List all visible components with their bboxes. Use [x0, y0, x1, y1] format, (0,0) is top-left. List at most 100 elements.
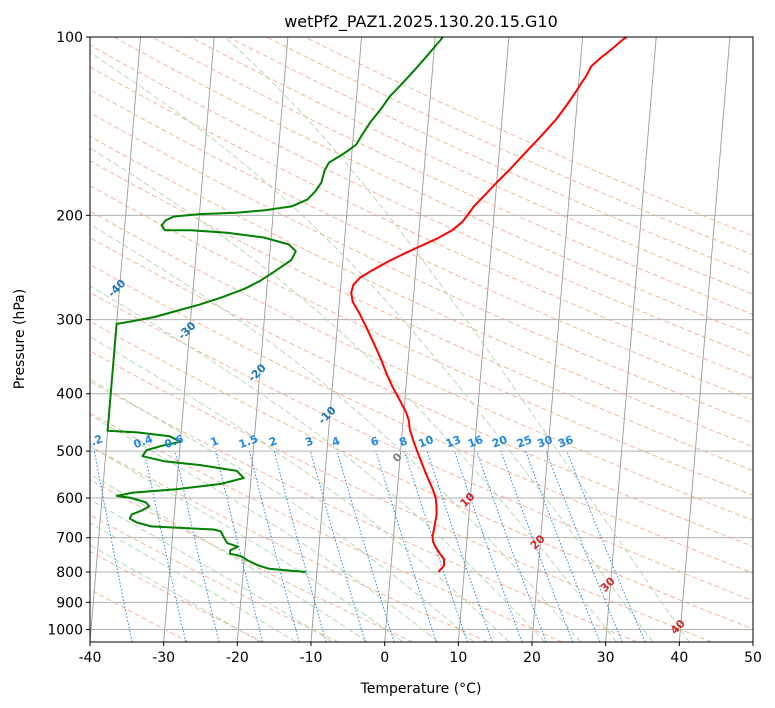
mixing-ratio-line	[525, 450, 601, 642]
dry-adiabats	[90, 37, 753, 642]
dry-adiabat-line	[113, 37, 753, 336]
chart-title: wetPf2_PAZ1.2025.130.20.15.G10	[284, 12, 558, 32]
mixing-ratio-label: 2	[267, 434, 279, 449]
mixing-ratio-label: 1.5	[237, 432, 260, 451]
dry-adiabat-line	[151, 37, 753, 316]
dry-adiabat-line	[90, 44, 753, 358]
dry-adiabat-line	[90, 185, 753, 496]
isotherm-line	[236, 37, 289, 642]
mixing-ratio-label: 30	[535, 433, 554, 451]
mixing-ratio-label: 20	[490, 433, 509, 451]
x-tick-label: -40	[79, 650, 102, 666]
x-axis-ticks: -40 -30 -20 -10 0 10 20 30 40 50	[79, 642, 762, 666]
y-axis-label: Pressure (hPa)	[12, 289, 28, 389]
mixing-ratio-line	[500, 450, 574, 642]
mixing-ratio-line	[336, 450, 395, 642]
dewpoint-trace	[106, 37, 444, 573]
y-tick-label: 600	[56, 491, 83, 507]
moist-adiabat-line	[90, 285, 546, 642]
x-tick-label: -30	[152, 650, 175, 666]
moist-adiabat-line	[90, 544, 261, 642]
x-tick-label: -20	[226, 650, 249, 666]
mixing-ratio-label: 8	[397, 434, 409, 449]
x-tick-label: 30	[597, 650, 615, 666]
dry-adiabat-line	[90, 412, 563, 642]
mixing-ratio-line	[174, 450, 220, 642]
mixing-ratio-label: 36	[556, 433, 575, 451]
dry-adiabat-line	[90, 479, 414, 642]
plot-area: 0.10.20.40.611.52346810131620253036-100-…	[90, 37, 753, 642]
mixing-ratio-label: 13	[444, 433, 463, 450]
mixing-ratio-label: 0.6	[163, 432, 186, 451]
mixing-ratio-line	[93, 451, 133, 642]
y-tick-label: 500	[56, 444, 83, 460]
moist-adiabats	[90, 37, 690, 642]
moist-adiabat-line	[90, 52, 654, 642]
isotherm-line	[678, 37, 731, 642]
mixing-ratio-line	[426, 450, 493, 642]
isotherm-line	[163, 37, 215, 642]
mixing-ratio-line	[454, 450, 523, 642]
x-tick-label: 40	[670, 650, 688, 666]
mixing-ratio-label: 6	[369, 434, 381, 449]
dry-adiabat-line	[90, 210, 753, 521]
x-tick-label: 50	[744, 650, 762, 666]
moist-adiabat-line	[90, 414, 439, 642]
isotherm-line	[457, 37, 510, 642]
x-tick-label: -10	[300, 650, 323, 666]
mixing-ratio-line	[310, 450, 366, 642]
dry-adiabat-line	[90, 237, 753, 547]
dry-adiabat-line	[90, 320, 753, 630]
mixing-ratio-label: 4	[330, 434, 342, 449]
dry-adiabat-line	[90, 292, 753, 602]
x-tick-label: 20	[523, 650, 541, 666]
moist-adiabat-line	[90, 522, 297, 642]
mixing-ratio-line	[143, 450, 187, 642]
mixing-ratio-label: 1	[209, 434, 221, 449]
dry-adiabat-line	[90, 445, 488, 642]
x-tick-label: 10	[449, 650, 467, 666]
mixing-ratio-label: 25	[515, 433, 534, 450]
mixing-ratio-label: 0.4	[132, 432, 155, 451]
dry-adiabat-line	[90, 588, 190, 642]
mixing-ratio-line	[273, 450, 327, 642]
moist-adiabat-line	[90, 473, 368, 642]
mixing-ratio-lines	[93, 450, 646, 642]
dry-adiabat-line	[90, 66, 753, 379]
y-tick-label: 900	[56, 595, 83, 611]
dry-adiabat-line	[90, 380, 638, 642]
moist-adiabat-line	[90, 445, 404, 642]
sounding-series	[106, 37, 628, 573]
y-tick-label: 200	[56, 208, 83, 224]
plot-frame	[89, 36, 754, 643]
x-axis-label: Temperature (°C)	[360, 681, 482, 697]
mixing-ratio-line	[249, 450, 300, 642]
moist-adiabat-line	[90, 336, 510, 642]
mixing-ratio-line	[476, 450, 547, 642]
temperature-trace	[350, 37, 628, 573]
mixing-ratio-line	[215, 450, 264, 642]
x-tick-label: 0	[380, 650, 389, 666]
moist-adiabat-line	[90, 378, 475, 642]
dry-adiabat-line	[90, 550, 264, 642]
isotherm-line	[384, 37, 436, 642]
isotherm-line	[531, 37, 583, 642]
mixing-ratio-line	[375, 450, 437, 642]
dry-adiabat-line	[90, 160, 753, 472]
y-tick-label: 300	[56, 313, 83, 329]
y-tick-label: 700	[56, 531, 83, 547]
y-tick-label: 400	[56, 387, 83, 403]
y-tick-label: 100	[56, 30, 83, 46]
dry-adiabat-line	[189, 37, 753, 295]
mixing-ratio-line	[404, 450, 468, 642]
mixing-ratio-line	[566, 450, 646, 642]
mixing-ratio-line	[545, 450, 623, 642]
isobar-grid	[90, 37, 753, 630]
mixing-ratio-label: 10	[417, 433, 436, 451]
y-axis-ticks: 100 200 300 400 500 600 700 800 900 1000	[47, 30, 90, 638]
mixing-ratio-label: 16	[466, 433, 485, 451]
y-tick-label: 800	[56, 565, 83, 581]
isotherm-line	[605, 37, 657, 642]
